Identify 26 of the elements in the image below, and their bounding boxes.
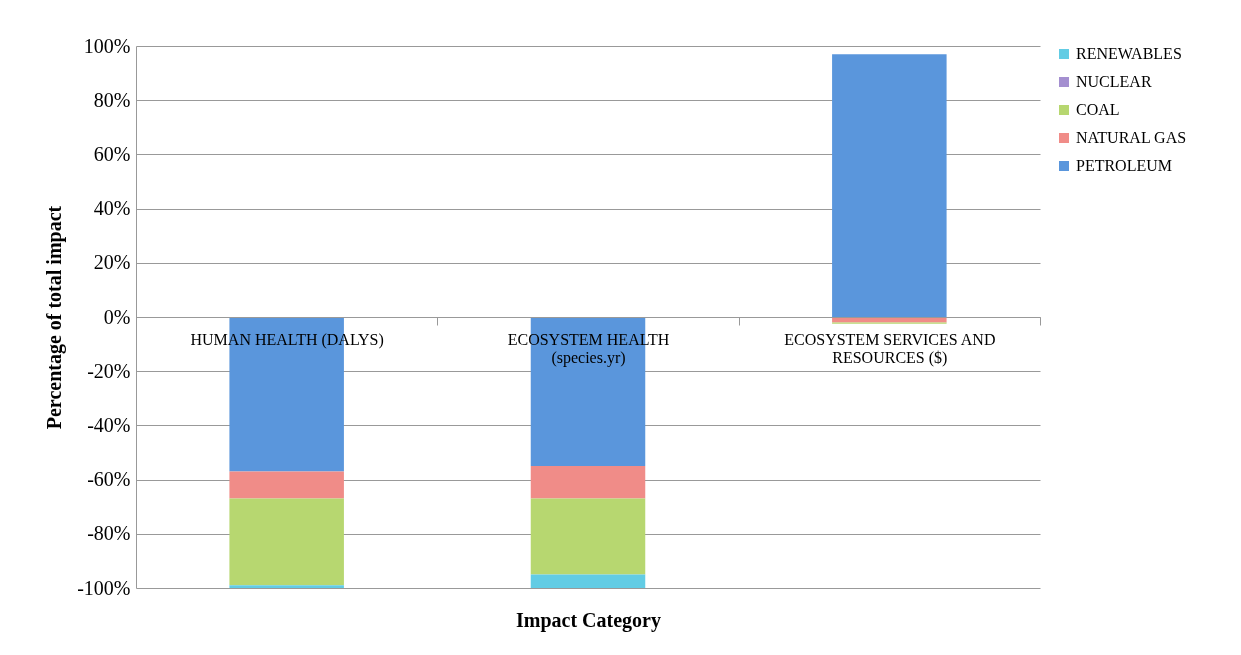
y-tick-label: -20% [87, 359, 131, 382]
y-tick-label: 100% [83, 34, 131, 57]
legend-label: NATURAL GAS [1076, 129, 1187, 146]
y-tick-label: 80% [93, 88, 131, 111]
y-tick-label: 20% [93, 251, 131, 274]
legend-label: COAL [1076, 101, 1120, 118]
y-tick-label: 60% [93, 142, 131, 165]
bar [530, 466, 646, 499]
y-tick-label: 0% [103, 305, 131, 328]
x-axis-title: Impact Category [516, 608, 661, 632]
y-tick-label: -80% [87, 522, 131, 545]
y-tick-label: 40% [93, 197, 131, 220]
legend-label: RENEWABLES [1076, 45, 1182, 62]
bar [832, 54, 947, 317]
bar [530, 498, 646, 575]
y-tick-label: -40% [87, 413, 131, 436]
bar [229, 585, 344, 588]
y-tick-label: -60% [87, 468, 131, 491]
bar [229, 498, 344, 586]
bar [229, 471, 344, 499]
y-axis-title: Percentage of total impact [43, 205, 67, 430]
legend-label: NUCLEAR [1076, 73, 1152, 90]
x-tick-label: ECOSYSTEM SERVICES AND RESOURCES ($) [784, 330, 996, 367]
y-tick-label: -100% [77, 576, 131, 599]
legend-label: PETROLEUM [1076, 157, 1172, 174]
bar [530, 574, 646, 588]
